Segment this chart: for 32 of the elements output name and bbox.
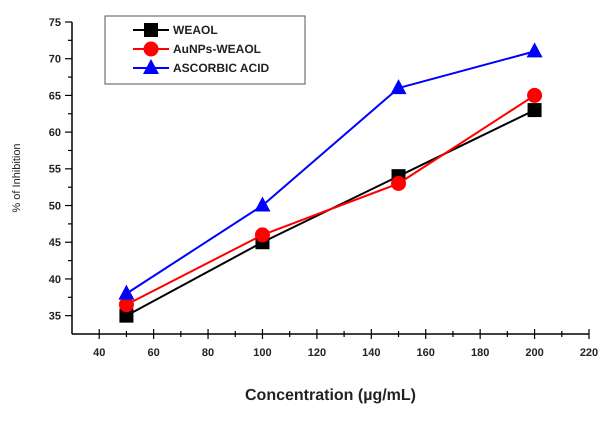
legend-label: WEAOL [173,23,218,38]
x-tick-label: 120 [308,347,326,359]
y-axis-title: % of Inhibition [11,143,23,213]
point [526,42,543,58]
point [254,227,270,242]
x-tick-label: 80 [202,347,214,359]
x-tick-label: 220 [580,347,598,359]
legend-label: AuNPs-WEAOL [173,42,261,56]
y-tick-label: 65 [48,90,61,102]
legend-label: ASCORBIC ACID [173,61,270,76]
y-tick-label: 45 [48,237,61,250]
y-tick-label: 75 [48,16,61,29]
y-tick-label: 55 [48,164,61,176]
x-tick-label: 180 [470,347,490,359]
y-tick-label: 60 [48,126,61,139]
y-tick-label: 70 [48,54,61,66]
x-tick-label: 160 [416,347,435,359]
point [254,196,270,212]
point [390,79,407,94]
point [527,88,542,103]
point [391,176,406,192]
y-tick-label: 40 [48,274,61,286]
y-tick-label: 50 [48,200,61,212]
y-tick-label: 35 [48,310,61,322]
x-tick-label: 140 [362,347,380,359]
x-tick-label: 40 [93,347,106,359]
point [528,103,542,118]
x-tick-label: 60 [148,347,160,359]
x-axis-title: Concentration (µg/mL) [245,387,416,404]
x-tick-label: 100 [253,347,272,359]
x-tick-label: 200 [525,347,544,359]
point [118,284,134,300]
